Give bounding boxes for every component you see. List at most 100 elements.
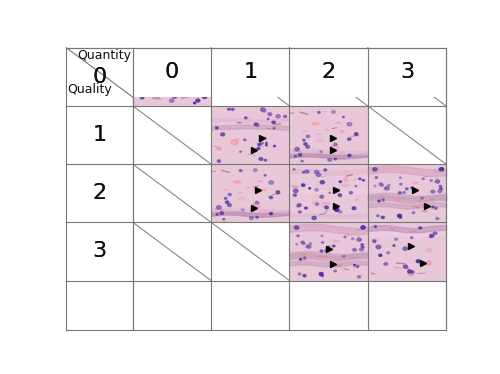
Circle shape	[228, 193, 231, 196]
Circle shape	[322, 242, 324, 243]
Text: Quality: Quality	[68, 83, 112, 96]
Circle shape	[180, 95, 183, 97]
Circle shape	[266, 144, 267, 146]
Circle shape	[379, 254, 382, 256]
Circle shape	[226, 201, 229, 203]
Circle shape	[266, 142, 267, 144]
Circle shape	[320, 273, 323, 275]
Circle shape	[244, 117, 247, 119]
Circle shape	[314, 171, 319, 174]
Circle shape	[312, 216, 316, 220]
Circle shape	[332, 245, 335, 247]
Circle shape	[325, 206, 328, 209]
Circle shape	[432, 206, 434, 208]
Circle shape	[421, 197, 424, 199]
Bar	[368, 223, 446, 280]
Circle shape	[228, 108, 230, 110]
Circle shape	[375, 177, 378, 178]
Circle shape	[380, 184, 384, 186]
Ellipse shape	[333, 240, 340, 242]
Circle shape	[430, 234, 434, 237]
Circle shape	[338, 194, 342, 196]
Ellipse shape	[262, 188, 266, 191]
Ellipse shape	[254, 123, 256, 125]
Circle shape	[384, 263, 388, 265]
Circle shape	[264, 175, 266, 176]
Circle shape	[362, 180, 364, 181]
Circle shape	[416, 260, 420, 263]
Circle shape	[220, 212, 223, 214]
Circle shape	[140, 96, 144, 99]
Circle shape	[436, 180, 440, 183]
Circle shape	[216, 214, 218, 215]
Circle shape	[403, 247, 407, 250]
Ellipse shape	[144, 58, 148, 62]
Text: 1: 1	[244, 62, 258, 82]
Circle shape	[216, 127, 218, 129]
Circle shape	[146, 63, 148, 65]
Circle shape	[342, 116, 344, 118]
Circle shape	[154, 56, 157, 58]
Circle shape	[303, 139, 305, 141]
Circle shape	[162, 79, 166, 82]
Circle shape	[334, 208, 339, 211]
Circle shape	[309, 243, 312, 245]
Circle shape	[260, 142, 264, 144]
Circle shape	[301, 241, 304, 243]
Bar	[211, 223, 290, 280]
Bar	[133, 106, 211, 164]
Circle shape	[297, 235, 299, 237]
Circle shape	[382, 216, 384, 218]
Circle shape	[306, 135, 310, 138]
Circle shape	[202, 95, 207, 98]
Circle shape	[354, 264, 356, 266]
Circle shape	[294, 226, 298, 229]
Circle shape	[240, 170, 242, 172]
Bar	[368, 164, 446, 223]
Circle shape	[303, 275, 306, 277]
Circle shape	[328, 159, 332, 161]
Circle shape	[269, 181, 274, 184]
Circle shape	[410, 237, 413, 239]
Circle shape	[188, 82, 192, 85]
Ellipse shape	[184, 62, 190, 67]
Circle shape	[304, 257, 306, 259]
Circle shape	[412, 212, 414, 214]
Bar	[66, 48, 133, 97]
Circle shape	[254, 123, 258, 126]
Bar	[368, 106, 446, 164]
Circle shape	[316, 203, 318, 205]
Circle shape	[270, 212, 272, 215]
Ellipse shape	[260, 210, 267, 214]
Circle shape	[430, 236, 432, 237]
Bar	[290, 48, 368, 97]
Ellipse shape	[427, 261, 431, 265]
Circle shape	[196, 99, 200, 102]
Bar	[66, 106, 133, 164]
Circle shape	[324, 169, 327, 171]
Bar	[211, 48, 290, 97]
Circle shape	[268, 118, 269, 120]
Circle shape	[320, 250, 323, 252]
Circle shape	[404, 265, 407, 268]
Circle shape	[361, 226, 366, 229]
Ellipse shape	[374, 239, 378, 241]
Circle shape	[262, 109, 266, 112]
Circle shape	[334, 143, 337, 145]
Text: 2: 2	[92, 183, 106, 203]
Circle shape	[408, 270, 412, 273]
Circle shape	[439, 168, 444, 171]
Circle shape	[294, 189, 298, 193]
Text: 0: 0	[165, 62, 179, 82]
Bar	[211, 106, 290, 164]
Circle shape	[348, 138, 351, 140]
Circle shape	[318, 111, 320, 113]
Bar	[290, 48, 368, 106]
Bar	[368, 48, 446, 97]
Circle shape	[205, 86, 208, 89]
Circle shape	[254, 169, 257, 172]
Circle shape	[373, 168, 377, 171]
Circle shape	[306, 245, 311, 248]
Text: 3: 3	[400, 62, 414, 82]
Circle shape	[220, 133, 224, 136]
